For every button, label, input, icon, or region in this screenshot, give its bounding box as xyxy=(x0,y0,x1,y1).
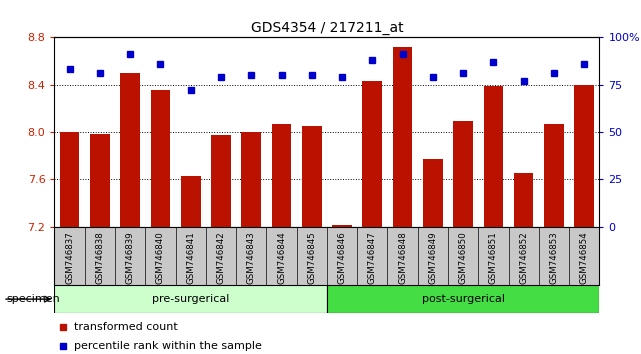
Text: GSM746839: GSM746839 xyxy=(126,231,135,284)
Text: pre-surgerical: pre-surgerical xyxy=(152,294,229,304)
Bar xyxy=(242,132,261,227)
Bar xyxy=(302,126,322,227)
Text: GSM746842: GSM746842 xyxy=(217,231,226,284)
Text: percentile rank within the sample: percentile rank within the sample xyxy=(74,341,262,351)
Bar xyxy=(272,124,292,227)
Text: specimen: specimen xyxy=(6,294,60,304)
Bar xyxy=(483,86,503,227)
Bar xyxy=(90,134,110,227)
Text: GSM746851: GSM746851 xyxy=(489,231,498,284)
Bar xyxy=(211,136,231,227)
Text: GSM746841: GSM746841 xyxy=(186,231,196,284)
Bar xyxy=(327,285,599,313)
Text: GSM746844: GSM746844 xyxy=(277,231,286,284)
Text: GSM746848: GSM746848 xyxy=(398,231,407,284)
Bar xyxy=(574,85,594,227)
Bar xyxy=(54,285,327,313)
Bar xyxy=(362,81,382,227)
Text: GSM746847: GSM746847 xyxy=(368,231,377,284)
Bar xyxy=(544,124,564,227)
Text: GSM746849: GSM746849 xyxy=(428,231,437,284)
Text: GSM746837: GSM746837 xyxy=(65,231,74,284)
Text: GSM746845: GSM746845 xyxy=(307,231,316,284)
Bar xyxy=(514,173,533,227)
Bar xyxy=(181,176,201,227)
Text: post-surgerical: post-surgerical xyxy=(422,294,504,304)
Text: GSM746840: GSM746840 xyxy=(156,231,165,284)
Bar xyxy=(60,132,79,227)
Bar xyxy=(121,73,140,227)
Bar xyxy=(423,159,443,227)
Bar xyxy=(393,47,412,227)
Bar xyxy=(453,121,473,227)
Bar xyxy=(332,225,352,227)
Text: transformed count: transformed count xyxy=(74,322,178,332)
Text: GSM746843: GSM746843 xyxy=(247,231,256,284)
Text: GSM746850: GSM746850 xyxy=(458,231,468,284)
Text: GSM746838: GSM746838 xyxy=(96,231,104,284)
Text: GSM746853: GSM746853 xyxy=(549,231,558,284)
Text: GSM746854: GSM746854 xyxy=(579,231,588,284)
Bar xyxy=(151,90,171,227)
Title: GDS4354 / 217211_at: GDS4354 / 217211_at xyxy=(251,21,403,35)
Text: GSM746852: GSM746852 xyxy=(519,231,528,284)
Text: GSM746846: GSM746846 xyxy=(338,231,347,284)
